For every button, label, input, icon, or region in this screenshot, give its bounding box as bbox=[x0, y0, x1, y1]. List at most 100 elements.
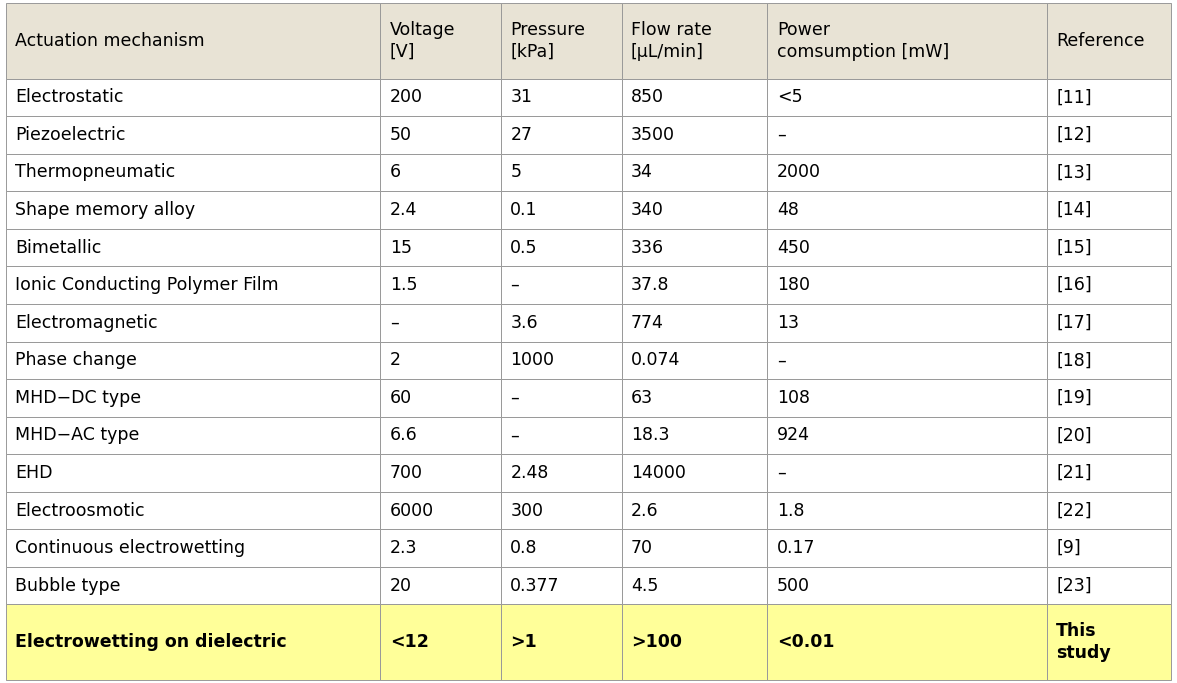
Bar bbox=[6, 492, 380, 529]
Bar bbox=[621, 3, 767, 79]
Text: –: – bbox=[511, 426, 519, 445]
Text: 2.4: 2.4 bbox=[390, 201, 417, 219]
Bar bbox=[6, 79, 380, 116]
Bar bbox=[621, 492, 767, 529]
Bar bbox=[767, 604, 1046, 680]
Bar bbox=[6, 342, 380, 379]
Bar bbox=[767, 454, 1046, 492]
Text: 0.5: 0.5 bbox=[511, 238, 538, 257]
Bar bbox=[767, 492, 1046, 529]
Text: 450: 450 bbox=[777, 238, 810, 257]
Bar bbox=[767, 379, 1046, 417]
Text: <12: <12 bbox=[390, 633, 428, 651]
Bar bbox=[621, 191, 767, 229]
Bar bbox=[621, 529, 767, 567]
Text: 2.48: 2.48 bbox=[511, 464, 548, 482]
Bar bbox=[1046, 417, 1171, 454]
Bar bbox=[6, 116, 380, 154]
Text: 5: 5 bbox=[511, 163, 521, 182]
Text: –: – bbox=[390, 313, 399, 332]
Text: 50: 50 bbox=[390, 126, 412, 144]
Bar bbox=[621, 304, 767, 342]
Bar bbox=[1046, 266, 1171, 304]
Bar bbox=[621, 116, 767, 154]
Text: 0.1: 0.1 bbox=[511, 201, 538, 219]
Text: [11]: [11] bbox=[1056, 88, 1092, 107]
Bar bbox=[380, 492, 501, 529]
Bar bbox=[621, 229, 767, 266]
Text: 6000: 6000 bbox=[390, 501, 434, 520]
Text: [22]: [22] bbox=[1056, 501, 1092, 520]
Bar bbox=[380, 604, 501, 680]
Text: 500: 500 bbox=[777, 576, 810, 595]
Text: 0.17: 0.17 bbox=[777, 539, 816, 557]
Bar bbox=[1046, 304, 1171, 342]
Bar bbox=[6, 529, 380, 567]
Bar bbox=[380, 529, 501, 567]
Text: [16]: [16] bbox=[1056, 276, 1092, 294]
Text: Reference: Reference bbox=[1056, 32, 1145, 50]
Text: 2.6: 2.6 bbox=[631, 501, 659, 520]
Text: Voltage
[V]: Voltage [V] bbox=[390, 21, 455, 61]
Bar bbox=[1046, 191, 1171, 229]
Text: Pressure
[kPa]: Pressure [kPa] bbox=[511, 21, 585, 61]
Text: >100: >100 bbox=[631, 633, 681, 651]
Text: –: – bbox=[511, 389, 519, 407]
Bar bbox=[380, 454, 501, 492]
Bar bbox=[1046, 154, 1171, 191]
Text: 1000: 1000 bbox=[511, 351, 554, 370]
Text: Actuation mechanism: Actuation mechanism bbox=[15, 32, 205, 50]
Text: 2.3: 2.3 bbox=[390, 539, 418, 557]
Text: 31: 31 bbox=[511, 88, 532, 107]
Text: 2000: 2000 bbox=[777, 163, 820, 182]
Bar bbox=[501, 304, 621, 342]
Bar bbox=[6, 567, 380, 604]
Bar bbox=[767, 79, 1046, 116]
Bar bbox=[767, 529, 1046, 567]
Text: 1.5: 1.5 bbox=[390, 276, 418, 294]
Bar bbox=[767, 3, 1046, 79]
Bar bbox=[1046, 529, 1171, 567]
Text: Bubble type: Bubble type bbox=[15, 576, 121, 595]
Text: 34: 34 bbox=[631, 163, 653, 182]
Bar bbox=[501, 529, 621, 567]
Text: 13: 13 bbox=[777, 313, 799, 332]
Bar bbox=[501, 417, 621, 454]
Text: 20: 20 bbox=[390, 576, 412, 595]
Text: 340: 340 bbox=[631, 201, 664, 219]
Text: Ionic Conducting Polymer Film: Ionic Conducting Polymer Film bbox=[15, 276, 279, 294]
Bar bbox=[6, 304, 380, 342]
Text: 850: 850 bbox=[631, 88, 664, 107]
Text: 0.8: 0.8 bbox=[511, 539, 538, 557]
Bar bbox=[621, 567, 767, 604]
Bar bbox=[767, 116, 1046, 154]
Bar bbox=[380, 3, 501, 79]
Text: –: – bbox=[777, 464, 785, 482]
Text: –: – bbox=[511, 276, 519, 294]
Bar bbox=[6, 454, 380, 492]
Text: [13]: [13] bbox=[1056, 163, 1092, 182]
Bar bbox=[621, 342, 767, 379]
Bar bbox=[1046, 342, 1171, 379]
Text: >1: >1 bbox=[511, 633, 537, 651]
Text: 60: 60 bbox=[390, 389, 412, 407]
Text: 3.6: 3.6 bbox=[511, 313, 538, 332]
Text: Power
comsumption [mW]: Power comsumption [mW] bbox=[777, 21, 949, 61]
Text: 14000: 14000 bbox=[631, 464, 686, 482]
Text: [14]: [14] bbox=[1056, 201, 1091, 219]
Bar bbox=[1046, 604, 1171, 680]
Bar bbox=[380, 191, 501, 229]
Text: 1.8: 1.8 bbox=[777, 501, 804, 520]
Bar bbox=[501, 79, 621, 116]
Bar bbox=[767, 342, 1046, 379]
Text: Electroosmotic: Electroosmotic bbox=[15, 501, 145, 520]
Text: 200: 200 bbox=[390, 88, 423, 107]
Bar bbox=[6, 3, 380, 79]
Bar bbox=[1046, 379, 1171, 417]
Text: MHD−AC type: MHD−AC type bbox=[15, 426, 140, 445]
Bar bbox=[501, 266, 621, 304]
Bar bbox=[501, 604, 621, 680]
Text: Phase change: Phase change bbox=[15, 351, 138, 370]
Bar bbox=[380, 379, 501, 417]
Bar bbox=[501, 454, 621, 492]
